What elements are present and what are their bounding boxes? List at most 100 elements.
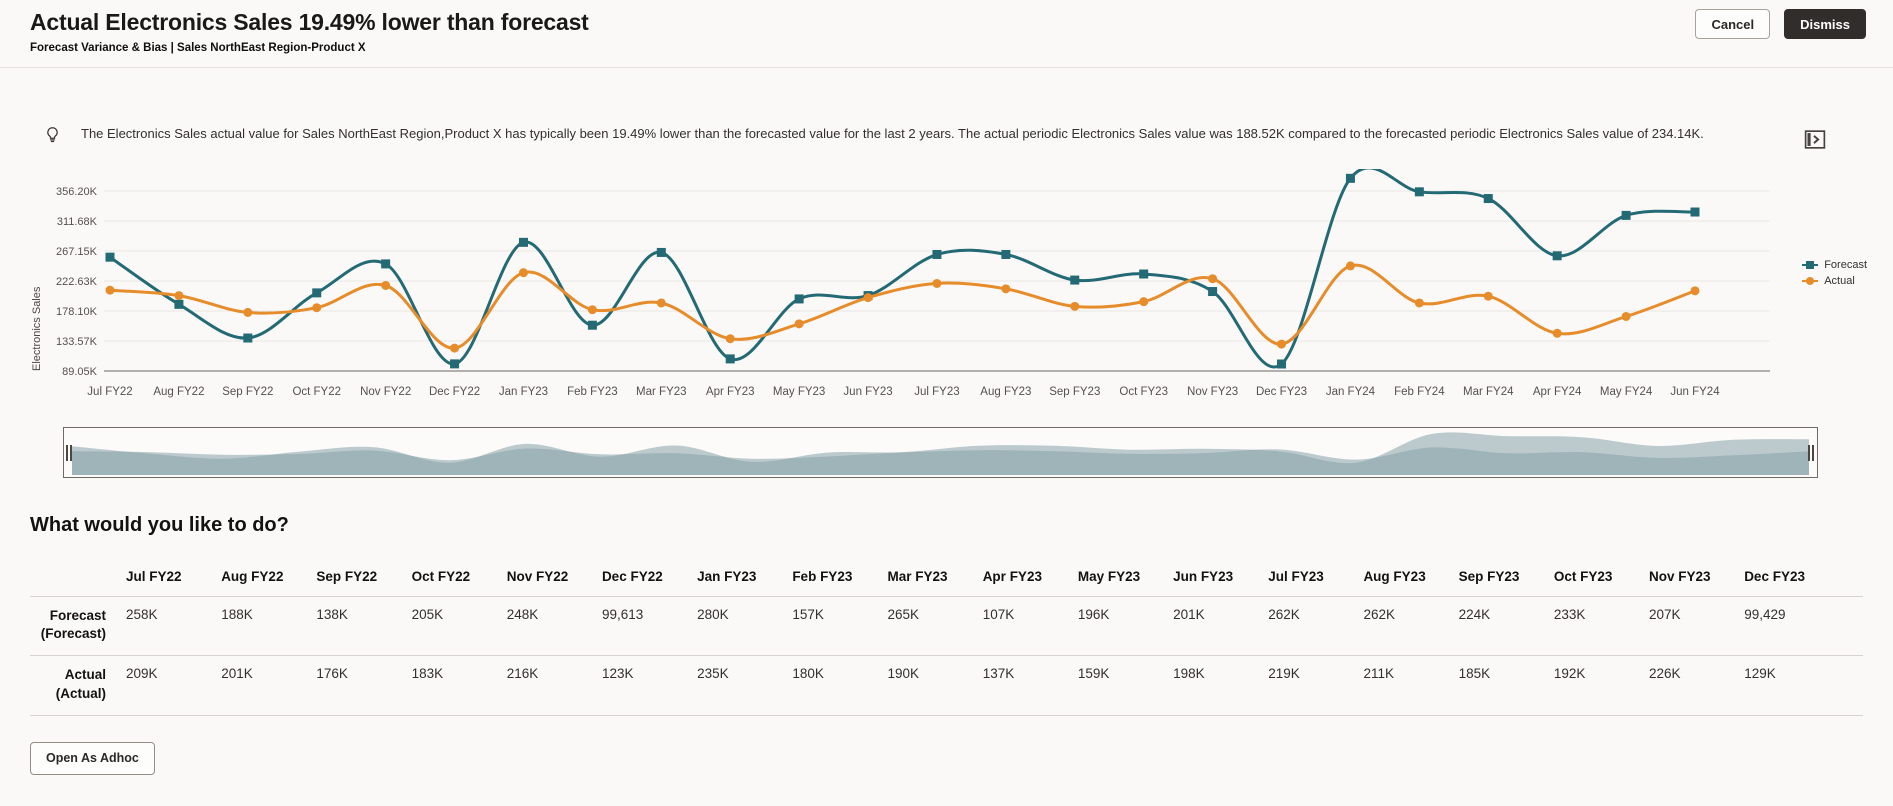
- x-axis-label: Sep FY22: [222, 386, 273, 398]
- actual-data-point[interactable]: [1001, 284, 1011, 294]
- y-axis-tick-label: 89.05K: [62, 366, 98, 378]
- table-cell: 211K: [1363, 666, 1394, 682]
- actions-heading: What would you like to do?: [30, 514, 289, 536]
- forecast-data-point[interactable]: [105, 252, 115, 262]
- actual-data-point[interactable]: [1483, 291, 1493, 301]
- table-column-header: Mar FY23: [887, 569, 948, 584]
- table-column-header: Dec FY22: [601, 569, 663, 584]
- forecast-data-point[interactable]: [1139, 269, 1149, 279]
- forecast-data-point[interactable]: [1070, 275, 1080, 285]
- actual-data-point[interactable]: [1070, 301, 1080, 311]
- forecast-data-point[interactable]: [1690, 207, 1700, 217]
- table-cell: 137K: [982, 666, 1015, 682]
- y-axis-tick-label: 133.57K: [56, 336, 98, 348]
- actual-data-point[interactable]: [1690, 286, 1700, 296]
- actual-data-point[interactable]: [1414, 298, 1424, 308]
- actual-data-point[interactable]: [518, 268, 528, 278]
- table-cell: 159K: [1077, 666, 1110, 682]
- overview-area-chart: [72, 432, 1809, 475]
- actual-data-point[interactable]: [174, 291, 184, 301]
- x-axis-label: Apr FY23: [706, 386, 755, 398]
- legend-item-actual[interactable]: Actual: [1802, 275, 1867, 287]
- overview-area-actual: [72, 447, 1809, 475]
- overview-scrubber[interactable]: [63, 427, 1818, 478]
- actual-data-point[interactable]: [1552, 328, 1562, 338]
- forecast-data-point[interactable]: [587, 320, 597, 330]
- actual-data-point[interactable]: [1208, 274, 1218, 284]
- actual-data-point[interactable]: [1345, 261, 1355, 271]
- table-cell: 262K: [1363, 607, 1395, 622]
- actual-data-point[interactable]: [725, 334, 735, 344]
- table-cell: 258K: [126, 607, 158, 622]
- forecast-data-point[interactable]: [1552, 251, 1562, 261]
- cancel-button[interactable]: Cancel: [1695, 9, 1771, 39]
- x-axis-label: Aug FY22: [153, 386, 204, 398]
- table-cell: 235K: [697, 666, 729, 682]
- table-cell: 248K: [506, 607, 539, 622]
- page-title: Actual Electronics Sales 19.49% lower th…: [30, 9, 589, 35]
- table-cell: 280K: [697, 607, 729, 622]
- table-column-header: Nov FY22: [506, 569, 569, 584]
- x-axis-label: Nov FY23: [1187, 386, 1238, 398]
- actual-data-point[interactable]: [1139, 297, 1149, 307]
- table-cell: 201K: [221, 666, 253, 682]
- table-cell: 107K: [982, 607, 1015, 622]
- table-cell: 99,613: [601, 607, 644, 622]
- legend-item-forecast[interactable]: Forecast: [1802, 259, 1867, 271]
- forecast-data-point[interactable]: [312, 288, 322, 298]
- forecast-data-point[interactable]: [1277, 359, 1287, 369]
- forecast-data-point[interactable]: [1414, 187, 1424, 197]
- forecast-data-point[interactable]: [174, 299, 184, 309]
- forecast-data-point[interactable]: [656, 247, 666, 257]
- actual-data-point[interactable]: [105, 285, 115, 295]
- scrubber-right-handle[interactable]: [1808, 444, 1815, 461]
- table-cell: 219K: [1268, 666, 1300, 682]
- table-cell: 192K: [1553, 666, 1586, 682]
- actual-data-point[interactable]: [587, 305, 597, 315]
- table-cell: 198K: [1173, 666, 1205, 682]
- legend-label: Actual: [1824, 275, 1855, 287]
- forecast-data-point[interactable]: [1208, 287, 1218, 297]
- scrubber-left-handle[interactable]: [66, 444, 73, 461]
- forecast-data-point[interactable]: [1345, 173, 1355, 183]
- forecast-data-point[interactable]: [518, 237, 528, 247]
- actual-data-point[interactable]: [312, 303, 322, 313]
- forecast-data-point[interactable]: [1001, 249, 1011, 259]
- forecast-data-point[interactable]: [1621, 210, 1631, 220]
- y-axis-tick-label: 178.10K: [56, 306, 98, 318]
- actual-data-point[interactable]: [450, 343, 460, 353]
- actual-data-point[interactable]: [656, 298, 666, 308]
- x-axis-label: Mar FY23: [636, 386, 687, 398]
- forecast-data-point[interactable]: [1483, 194, 1493, 204]
- x-axis-label: Jun FY24: [1670, 386, 1720, 398]
- x-axis-label: May FY23: [773, 386, 825, 398]
- dismiss-button[interactable]: Dismiss: [1784, 9, 1866, 39]
- table-cell: 209K: [126, 666, 158, 682]
- x-axis-label: Feb FY23: [567, 386, 618, 398]
- forecast-data-point[interactable]: [243, 333, 253, 343]
- forecast-data-point[interactable]: [725, 354, 735, 364]
- actual-data-point[interactable]: [1277, 339, 1287, 349]
- table-cell: 226K: [1649, 666, 1681, 682]
- actual-data-point[interactable]: [1621, 311, 1631, 321]
- open-panel-button[interactable]: [1801, 127, 1828, 155]
- forecast-data-point[interactable]: [932, 249, 942, 259]
- x-axis-label: Jul FY22: [87, 386, 132, 398]
- actual-line[interactable]: [108, 263, 1697, 350]
- actual-data-point[interactable]: [794, 319, 804, 329]
- forecast-data-point[interactable]: [450, 359, 460, 369]
- forecast-data-point[interactable]: [381, 259, 391, 269]
- table-cell: 233K: [1553, 607, 1586, 622]
- open-as-adhoc-button[interactable]: Open As Adhoc: [30, 741, 155, 775]
- actual-data-point[interactable]: [932, 278, 942, 288]
- insight-text: The Electronics Sales actual value for S…: [81, 126, 1704, 141]
- forecast-line[interactable]: [108, 169, 1697, 369]
- line-chart[interactable]: 356.20K 311.68K 267.15K 222.63K 178.10K 133.5…: [0, 169, 1893, 411]
- actual-data-point[interactable]: [863, 293, 873, 303]
- actual-data-point[interactable]: [243, 307, 253, 317]
- header-buttons: Cancel Dismiss: [1695, 9, 1866, 39]
- actual-data-point[interactable]: [381, 280, 391, 290]
- x-axis-label: Jan FY24: [1326, 386, 1376, 398]
- forecast-data-point[interactable]: [794, 294, 804, 304]
- table-cell: 183K: [411, 666, 444, 682]
